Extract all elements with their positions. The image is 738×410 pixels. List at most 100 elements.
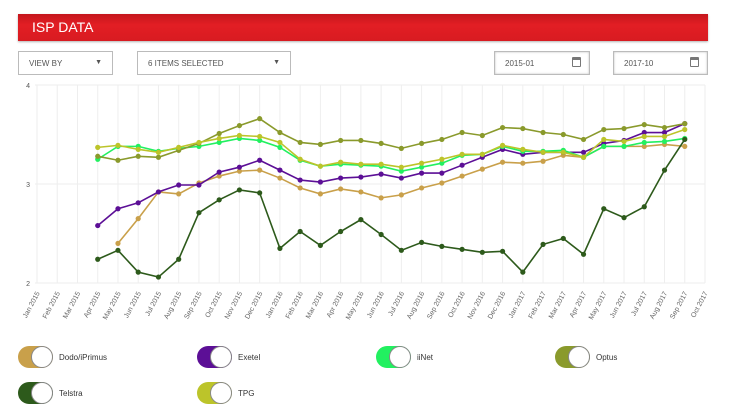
data-point-iinet [601, 143, 607, 149]
page-title: ISP DATA [32, 19, 94, 35]
data-point-tpg [499, 142, 506, 148]
data-point-telstra [682, 136, 688, 143]
data-point-telstra [439, 243, 445, 249]
data-point-optus [115, 157, 121, 163]
data-point-tpg [601, 136, 607, 143]
data-point-exetel [358, 174, 364, 180]
data-point-telstra [479, 249, 485, 255]
data-point-iinet [621, 143, 627, 149]
data-point-tpg [358, 161, 364, 167]
data-point-dodo-iprimus [176, 191, 182, 197]
data-point-tpg [176, 144, 182, 150]
x-tick-label: Jun 2016 [366, 291, 386, 320]
x-tick-label: Oct 2017 [690, 291, 710, 319]
items-select-dropdown[interactable]: 6 ITEMS SELECTED ▼ [137, 51, 291, 75]
items-selected-label: 6 ITEMS SELECTED [148, 59, 224, 68]
legend-label: Dodo/iPrimus [59, 352, 108, 362]
data-point-telstra [135, 269, 141, 275]
data-point-exetel [115, 206, 121, 212]
data-point-telstra [115, 247, 121, 253]
data-point-dodo-iprimus [499, 159, 506, 165]
x-tick-label: Nov 2016 [467, 291, 487, 321]
legend-toggle-optus[interactable]: Optus [555, 346, 617, 368]
data-point-optus [358, 137, 364, 144]
x-tick-label: Jul 2016 [388, 291, 407, 318]
data-point-telstra [378, 231, 384, 238]
data-point-exetel [155, 189, 162, 195]
toggle-switch[interactable] [197, 346, 232, 368]
calendar-icon[interactable] [572, 57, 581, 67]
x-tick-label: Mar 2017 [548, 291, 568, 320]
x-tick-label: Jun 2015 [123, 291, 143, 320]
toggle-switch[interactable] [18, 382, 53, 404]
chevron-down-icon: ▼ [273, 59, 280, 66]
toggle-switch[interactable] [197, 382, 232, 404]
x-tick-label: Jul 2015 [145, 291, 164, 318]
data-point-telstra [176, 256, 182, 262]
data-point-telstra [216, 197, 222, 203]
data-point-optus [317, 141, 323, 147]
data-point-telstra [560, 235, 566, 242]
x-tick-label: Jan 2017 [508, 291, 528, 320]
data-point-dodo-iprimus [439, 180, 445, 186]
legend-toggle-tpg[interactable]: TPG [197, 382, 254, 404]
legend-toggle-exetel[interactable]: Exetel [197, 346, 260, 368]
data-point-optus [398, 145, 404, 151]
x-tick-label: Aug 2017 [649, 291, 669, 321]
x-tick-label: May 2017 [588, 291, 609, 322]
view-by-dropdown[interactable]: VIEW BY ▼ [18, 51, 113, 75]
x-tick-label: Dec 2015 [244, 291, 264, 321]
end-date-input[interactable]: 2017-10 [613, 51, 708, 75]
data-point-iinet [641, 139, 647, 146]
series-line-optus [97, 117, 685, 162]
data-point-optus [95, 153, 101, 159]
start-date-input[interactable]: 2015-01 [494, 51, 590, 75]
data-point-telstra [95, 256, 101, 262]
chevron-down-icon: ▼ [95, 59, 102, 66]
data-point-optus [135, 153, 141, 159]
y-tick-label: 3 [26, 182, 30, 189]
legend-toggle-telstra[interactable]: Telstra [18, 382, 83, 404]
data-point-dodo-iprimus [398, 192, 404, 198]
data-point-tpg [641, 133, 647, 140]
data-point-dodo-iprimus [216, 173, 222, 179]
data-point-telstra [580, 251, 587, 257]
legend-toggle-iinet[interactable]: iiNet [376, 346, 433, 368]
calendar-icon[interactable] [690, 57, 699, 67]
data-point-exetel [439, 170, 445, 176]
data-point-dodo-iprimus [682, 143, 688, 149]
data-point-dodo-iprimus [277, 175, 283, 181]
toggle-switch[interactable] [376, 346, 411, 368]
series-line-telstra [97, 139, 686, 278]
data-point-optus [216, 130, 222, 137]
legend-label: Optus [596, 352, 618, 362]
data-point-optus [155, 154, 162, 160]
data-point-exetel [398, 175, 404, 181]
data-point-dodo-iprimus [257, 167, 263, 173]
data-point-telstra [621, 215, 627, 221]
page-header: ISP DATA [18, 14, 708, 41]
x-tick-label: Oct 2016 [447, 291, 467, 319]
toggle-switch[interactable] [18, 346, 53, 368]
data-point-optus [236, 122, 243, 129]
data-point-exetel [459, 162, 465, 168]
x-tick-label: Dec 2016 [487, 291, 507, 321]
x-tick-label: Mar 2016 [305, 291, 325, 320]
legend-label: Telstra [59, 388, 83, 398]
data-point-optus [277, 129, 283, 136]
legend-toggle-dodo-iprimus[interactable]: Dodo/iPrimus [18, 346, 107, 368]
data-point-dodo-iprimus [459, 173, 465, 179]
data-point-optus [297, 139, 303, 146]
toggle-switch[interactable] [555, 346, 590, 368]
data-point-optus [520, 125, 526, 132]
data-point-tpg [621, 138, 627, 145]
data-point-dodo-iprimus [641, 143, 647, 149]
data-point-iinet [398, 168, 404, 174]
x-tick-label: Apr 2017 [569, 291, 589, 319]
x-tick-label: Jun 2017 [609, 291, 629, 320]
data-point-exetel [176, 182, 182, 188]
toggle-knob [568, 346, 590, 368]
data-point-exetel [257, 157, 263, 163]
data-point-dodo-iprimus [540, 158, 546, 164]
x-tick-label: Aug 2015 [163, 291, 183, 321]
